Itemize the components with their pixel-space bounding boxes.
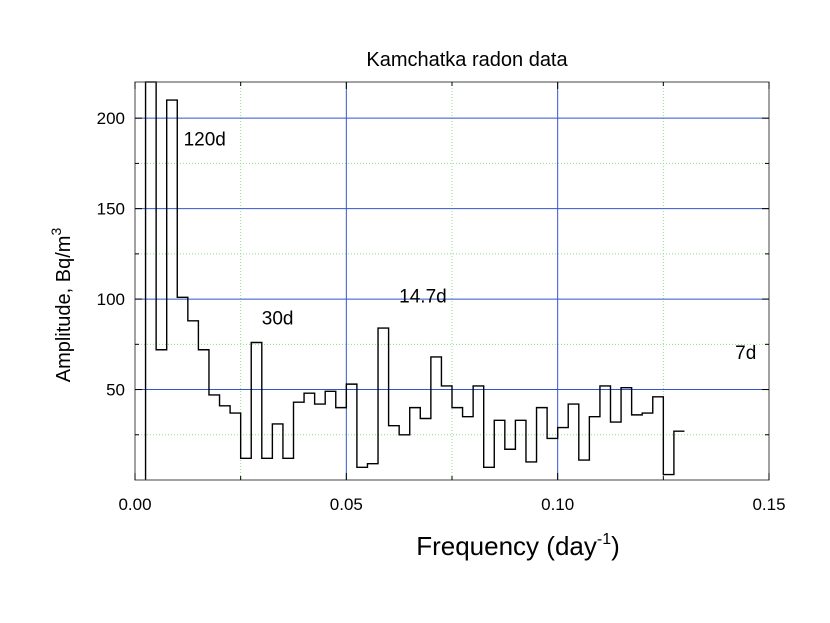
y-tick-label-0: 50: [106, 381, 125, 400]
x-axis-label-sup: -1: [597, 531, 611, 548]
x-tick-label-1: 0.05: [330, 495, 363, 514]
y-tick-labels: 50 100 150 200: [97, 109, 125, 399]
y-axis-label-main: Amplitude, Bq/m: [53, 236, 75, 383]
y-tick-label-3: 200: [97, 109, 125, 128]
chart-title: Kamchatka radon data: [366, 49, 568, 71]
x-axis-label-main: Frequency (day: [416, 531, 597, 561]
y-tick-label-2: 150: [97, 200, 125, 219]
y-axis-label: Amplitude, Bq/m3: [48, 228, 75, 383]
amplitude-step-line: [144, 81, 685, 480]
major-grid: [135, 82, 769, 480]
peak-annotation-2: 14.7d: [399, 287, 447, 308]
peak-annotation-1: 30d: [262, 308, 294, 329]
minor-grid: [135, 82, 769, 480]
axis-ticks: [134, 82, 770, 480]
x-tick-label-0: 0.00: [118, 495, 151, 514]
x-axis-label: Frequency (day-1): [416, 531, 620, 561]
peak-annotation-0: 120d: [184, 129, 226, 150]
x-axis-label-tail: ): [611, 531, 620, 561]
peak-annotations: 120d 30d 14.7d 7d: [184, 129, 757, 363]
x-tick-label-2: 0.10: [541, 495, 574, 514]
peak-annotation-3: 7d: [735, 343, 756, 364]
x-tick-label-3: 0.15: [752, 495, 785, 514]
amplitude-series: [144, 81, 685, 480]
y-tick-label-1: 100: [97, 290, 125, 309]
x-tick-labels: 0.00 0.05 0.10 0.15: [118, 495, 785, 514]
y-axis-label-sup: 3: [48, 228, 64, 236]
